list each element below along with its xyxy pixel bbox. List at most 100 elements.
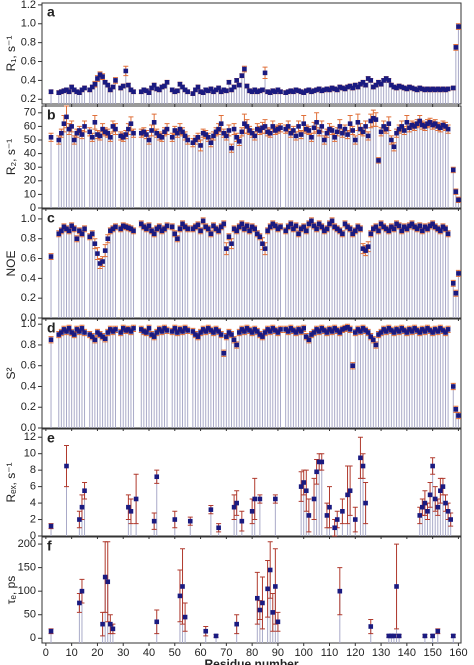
point — [301, 224, 307, 230]
point — [198, 143, 203, 148]
point — [229, 87, 234, 93]
point — [159, 134, 165, 140]
point — [378, 330, 384, 335]
point — [365, 330, 371, 335]
point — [427, 492, 433, 498]
point — [337, 84, 343, 90]
point — [386, 326, 392, 331]
point — [151, 334, 157, 339]
point — [303, 228, 309, 234]
point — [329, 128, 335, 133]
point — [314, 327, 319, 332]
point — [48, 134, 54, 140]
point — [69, 223, 74, 229]
point — [371, 337, 376, 343]
point — [257, 88, 263, 94]
point — [262, 124, 268, 129]
point — [443, 226, 448, 232]
point — [195, 84, 201, 90]
y-tick-label: 0.0 — [21, 312, 36, 324]
point — [185, 226, 190, 232]
y-tick-label: 0.0 — [21, 422, 36, 434]
point — [306, 337, 312, 343]
y-tick-label: 2 — [30, 513, 36, 525]
point — [396, 329, 402, 334]
point — [358, 226, 363, 232]
x-tick-label: 140 — [398, 647, 416, 659]
x-tick-label: 80 — [246, 647, 258, 659]
point — [203, 132, 209, 137]
point — [298, 329, 304, 334]
x-tick-label: 40 — [143, 647, 155, 659]
point — [453, 45, 459, 50]
point — [89, 231, 95, 237]
point — [87, 234, 93, 240]
point — [169, 87, 175, 93]
point — [255, 231, 260, 237]
point — [438, 228, 443, 234]
point — [185, 89, 190, 95]
point — [267, 224, 273, 230]
point — [391, 330, 397, 335]
point — [131, 326, 136, 331]
y-tick-label: 0 — [30, 202, 36, 214]
point — [352, 228, 358, 234]
point — [257, 607, 263, 613]
point — [82, 330, 87, 335]
point — [327, 221, 332, 227]
point — [200, 130, 206, 136]
point — [79, 132, 85, 137]
point — [407, 84, 412, 90]
point — [89, 334, 95, 339]
point — [422, 224, 428, 230]
point — [324, 513, 330, 518]
point — [118, 330, 123, 335]
point — [211, 330, 216, 335]
point — [332, 326, 337, 331]
point — [435, 124, 441, 129]
point — [257, 234, 263, 240]
point — [97, 332, 103, 337]
point — [334, 129, 340, 135]
point — [342, 126, 348, 132]
point — [236, 139, 242, 144]
point — [340, 130, 345, 136]
y-tick-label: 100 — [18, 585, 36, 597]
point — [376, 158, 381, 163]
panel-frame — [41, 318, 462, 429]
point — [329, 85, 335, 91]
point — [435, 628, 441, 634]
point — [262, 330, 268, 335]
point — [443, 500, 448, 506]
point — [151, 82, 157, 88]
x-tick-label: 20 — [91, 647, 103, 659]
point — [157, 224, 162, 230]
point — [193, 137, 198, 143]
point — [365, 133, 371, 139]
point — [257, 496, 263, 502]
y-tick-label: 50 — [24, 134, 36, 146]
point — [236, 82, 242, 88]
point — [376, 332, 381, 337]
point — [61, 224, 67, 230]
point — [185, 328, 190, 333]
point — [177, 126, 183, 132]
point — [301, 480, 307, 485]
point — [401, 128, 407, 133]
y-axis-label: NOE — [4, 250, 18, 276]
point — [430, 221, 435, 227]
point — [180, 329, 185, 334]
point — [347, 83, 353, 89]
point — [443, 330, 448, 335]
point — [396, 223, 402, 229]
point — [208, 86, 214, 92]
point — [303, 126, 309, 132]
point — [234, 134, 239, 140]
point — [92, 120, 98, 125]
point — [285, 329, 291, 334]
x-tick-label: 0 — [43, 647, 49, 659]
y-tick-label: 20 — [24, 175, 36, 187]
y-tick-label: 0.2 — [21, 93, 36, 105]
point — [425, 226, 430, 232]
y-tick-label: 1.0 — [21, 18, 36, 30]
